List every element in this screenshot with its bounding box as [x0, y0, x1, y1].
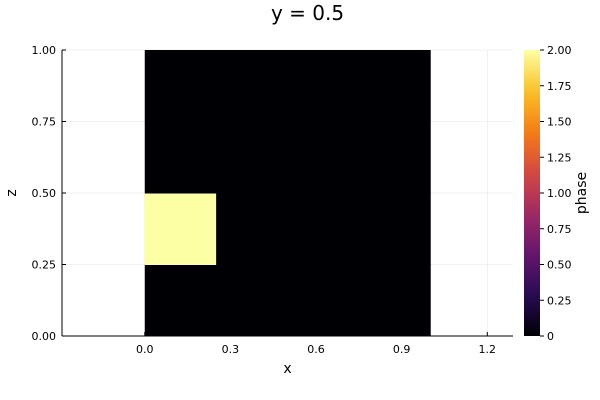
- x-tick-label: 1.2: [479, 343, 497, 356]
- z-tick-label: 0.75: [32, 116, 57, 129]
- colorbar-tick-label: 2.00: [547, 44, 572, 57]
- x-tick-label: 0.9: [393, 343, 411, 356]
- heatmap-cell: [358, 50, 431, 122]
- heatmap-cell: [358, 264, 431, 337]
- colorbar-tick-label: 1.00: [547, 187, 572, 200]
- colorbar-label: phase: [574, 172, 590, 214]
- heatmap-cell: [358, 121, 431, 194]
- y-axis-label: z: [4, 189, 20, 196]
- colorbar-tick-label: 0.75: [547, 223, 572, 236]
- heatmap-cell: [144, 121, 217, 194]
- heatmap-cell: [144, 264, 217, 337]
- colorbar-tick-label: 0.50: [547, 259, 572, 272]
- z-tick-label: 0.25: [32, 259, 57, 272]
- colorbar-tick-label: 1.50: [547, 116, 572, 129]
- x-tick-label: 0.3: [222, 343, 240, 356]
- heatmap-cell: [287, 193, 360, 265]
- colorbar-tick-label: 1.25: [547, 151, 572, 164]
- colorbar-tick-label: 1.75: [547, 80, 572, 93]
- heatmap-cell: [216, 121, 288, 194]
- heatmap-cell: [216, 50, 288, 122]
- heatmap-cell: [358, 193, 431, 265]
- x-axis-ticks: 0.0 0.3 0.6 0.9 1.2: [136, 332, 496, 356]
- chart-title: y = 0.5: [271, 1, 344, 25]
- z-tick-label: 0.00: [32, 330, 57, 343]
- colorbar-tick-label: 0.25: [547, 294, 572, 307]
- heatmap-cell: [216, 193, 288, 265]
- colorbar-gradient: [524, 50, 540, 336]
- heatmap-cell: [216, 264, 288, 337]
- y-axis-ticks: 0.00 0.25 0.50 0.75 1.00: [32, 44, 66, 343]
- x-tick-label: 0.0: [136, 343, 154, 356]
- colorbar: 0 0.25 0.50 0.75 1.00 1.25 1.50 1.75 2.00: [524, 44, 572, 343]
- z-tick-label: 0.50: [32, 187, 57, 200]
- colorbar-tick-label: 0: [547, 330, 554, 343]
- heatmap-cell: [144, 193, 217, 265]
- heatmap-cell: [287, 121, 360, 194]
- z-tick-label: 1.00: [32, 44, 57, 57]
- heatmap-cell: [144, 50, 217, 122]
- heatmap-cell: [287, 50, 360, 122]
- heatmap-cell: [287, 264, 360, 337]
- heatmap-cells: [144, 50, 431, 337]
- x-axis-label: x: [283, 361, 291, 377]
- x-tick-label: 0.6: [307, 343, 325, 356]
